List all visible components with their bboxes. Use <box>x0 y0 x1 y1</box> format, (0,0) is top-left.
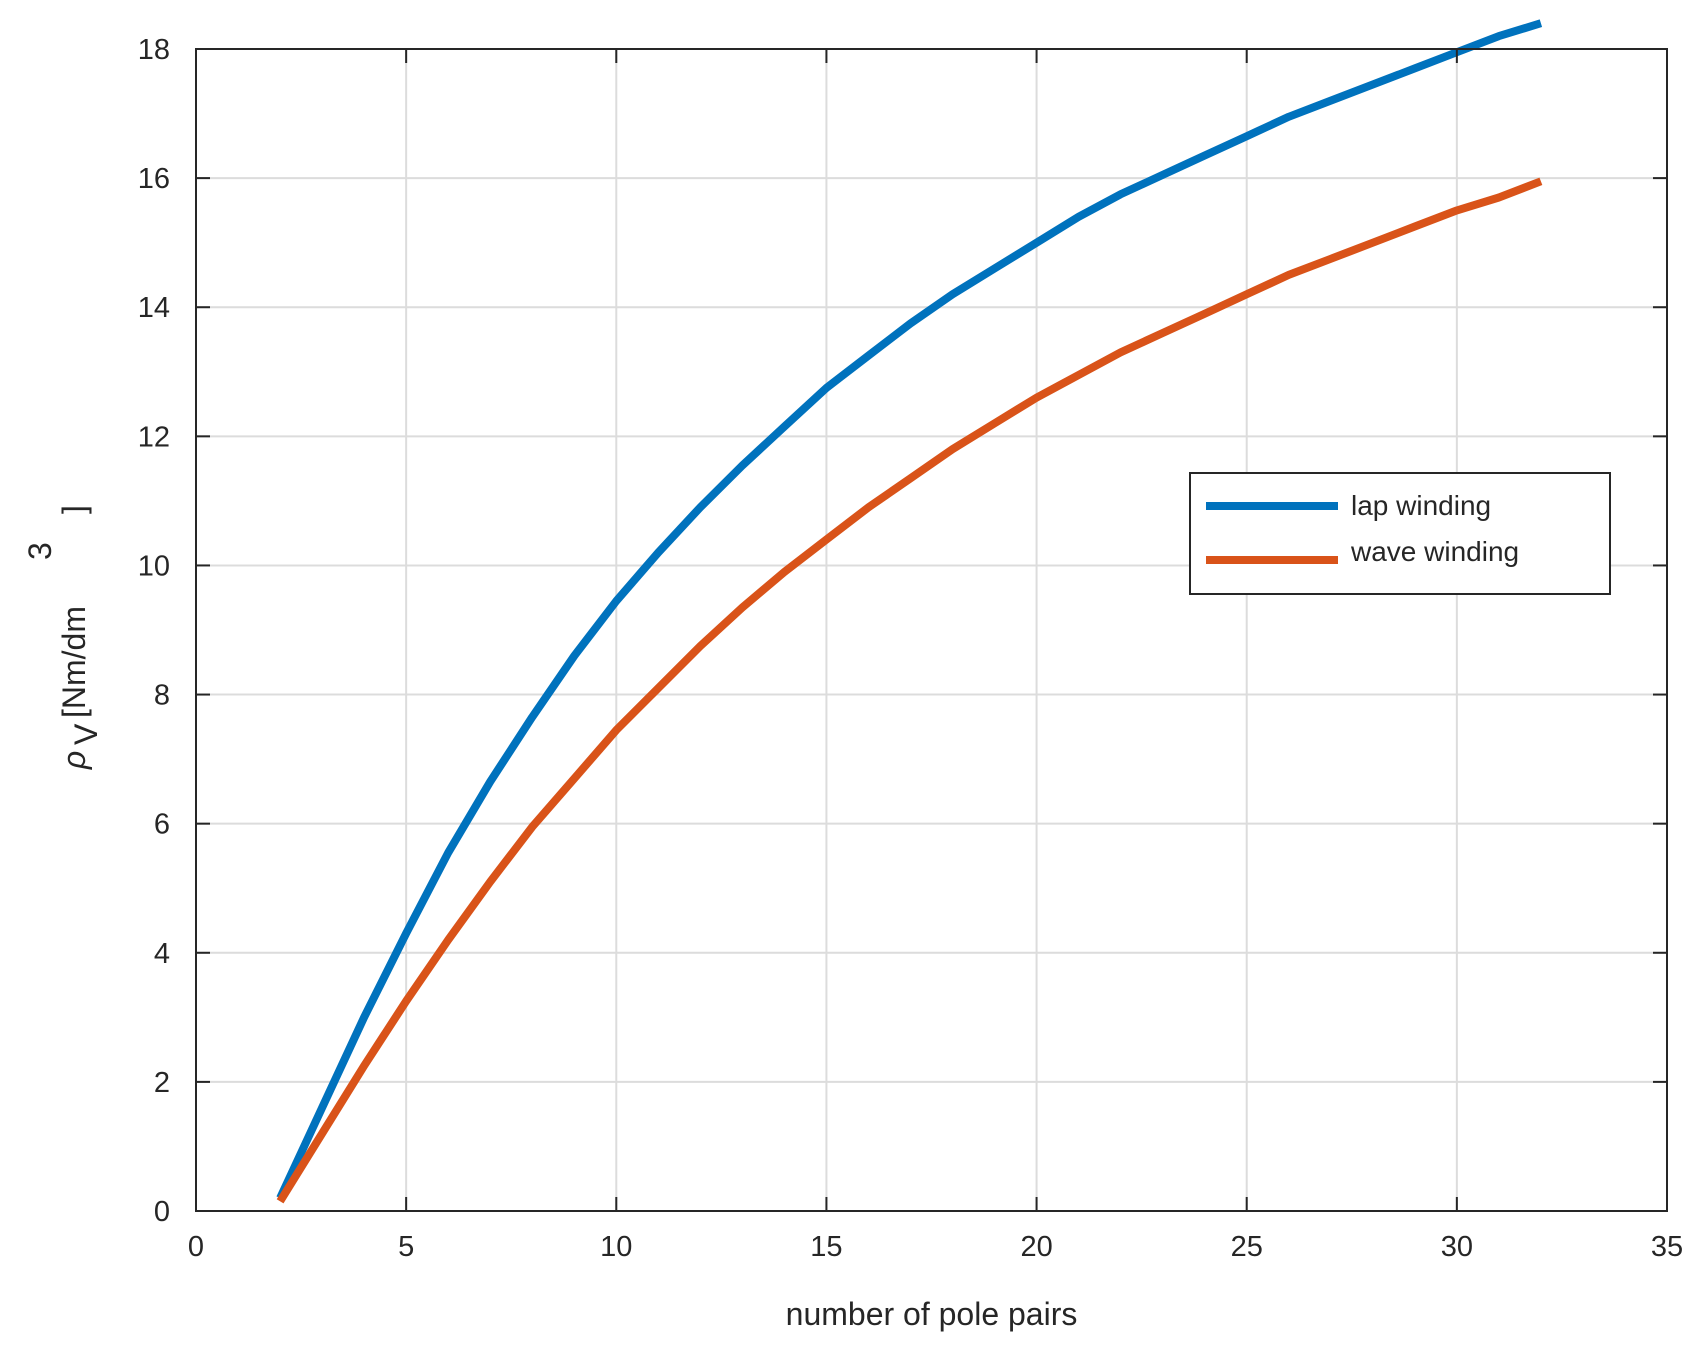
y-axis-unit: [Nm/dm <box>56 606 92 718</box>
x-tick-label: 5 <box>398 1231 414 1263</box>
y-axis-symbol: ρ <box>56 751 92 770</box>
legend-box <box>1189 472 1611 595</box>
tick-labels: 0 5 10 15 20 25 30 35 0 2 4 6 8 10 12 14 16 18 <box>138 34 1683 1263</box>
y-tick-label: 6 <box>154 809 170 841</box>
y-axis-unit-close: ] <box>56 505 92 514</box>
x-tick-label: 20 <box>1020 1231 1052 1263</box>
y-tick-label: 8 <box>154 680 170 712</box>
y-tick-label: 14 <box>138 292 170 324</box>
y-axis-subscript: V <box>68 723 104 745</box>
y-axis-unit-exponent: 3 <box>22 542 58 560</box>
x-tick-label: 35 <box>1651 1231 1683 1263</box>
x-axis-label: number of pole pairs <box>786 1296 1078 1332</box>
series-line-lap-winding <box>276 19 1543 1200</box>
x-tick-label: 25 <box>1231 1231 1263 1263</box>
legend: lap winding wave winding <box>1189 472 1611 595</box>
x-tick-label: 10 <box>600 1231 632 1263</box>
y-tick-label: 16 <box>138 163 170 195</box>
y-tick-label: 12 <box>138 421 170 453</box>
axis-ticks <box>195 48 1668 1212</box>
y-tick-label: 10 <box>138 550 170 582</box>
plot-area-frame <box>195 48 1668 1212</box>
y-axis-label: ρ V [Nm/dm 3 ] <box>22 505 104 770</box>
series-lines <box>276 19 1543 1204</box>
x-tick-label: 0 <box>188 1231 204 1263</box>
series-line-wave-winding <box>276 177 1543 1204</box>
x-tick-label: 30 <box>1441 1231 1473 1263</box>
x-tick-label: 15 <box>810 1231 842 1263</box>
legend-label-wave-winding: wave winding <box>1350 536 1519 567</box>
y-tick-label: 2 <box>154 1067 170 1099</box>
y-tick-label: 18 <box>138 34 170 66</box>
legend-label-lap-winding: lap winding <box>1351 490 1491 521</box>
y-tick-label: 4 <box>154 938 170 970</box>
y-tick-label: 0 <box>154 1196 170 1228</box>
